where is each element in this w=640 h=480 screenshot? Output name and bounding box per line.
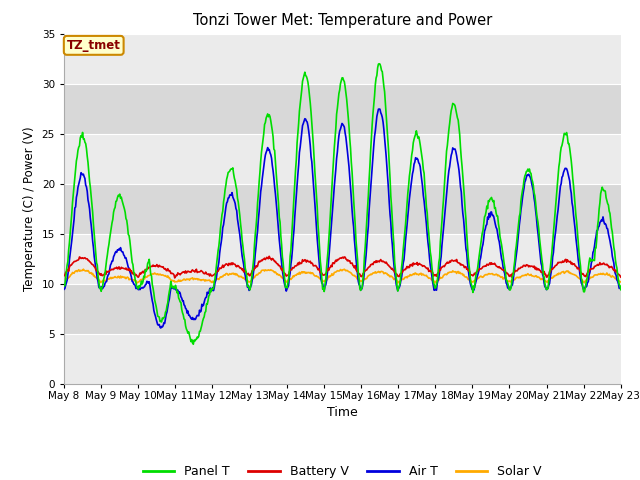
- Battery V: [127, 268, 135, 274]
- Air T: [375, 106, 383, 112]
- Y-axis label: Temperature (C) / Power (V): Temperature (C) / Power (V): [23, 127, 36, 291]
- Solar V: [428, 277, 436, 283]
- Solar V: [617, 279, 625, 285]
- Solar V: [60, 279, 68, 285]
- Panel T: [189, 341, 197, 347]
- Bar: [64, 334, 621, 384]
- Panel T: [412, 132, 419, 137]
- Line: Air T: Air T: [64, 109, 621, 328]
- Line: Panel T: Panel T: [64, 64, 621, 344]
- Line: Solar V: Solar V: [64, 269, 621, 283]
- Solar V: [128, 277, 136, 283]
- X-axis label: Time: Time: [327, 407, 358, 420]
- Battery V: [171, 275, 179, 281]
- Panel T: [375, 61, 383, 67]
- Panel T: [70, 184, 78, 190]
- Air T: [60, 287, 68, 292]
- Solar V: [79, 266, 87, 272]
- Bar: [64, 34, 621, 84]
- Legend: Panel T, Battery V, Air T, Solar V: Panel T, Battery V, Air T, Solar V: [138, 460, 547, 480]
- Panel T: [184, 330, 192, 336]
- Solar V: [412, 270, 419, 276]
- Panel T: [428, 264, 436, 269]
- Bar: [64, 134, 621, 184]
- Solar V: [133, 280, 141, 286]
- Air T: [617, 285, 625, 290]
- Battery V: [70, 259, 78, 264]
- Bar: [64, 184, 621, 234]
- Battery V: [60, 273, 68, 278]
- Solar V: [186, 277, 193, 283]
- Panel T: [617, 287, 625, 293]
- Battery V: [185, 269, 193, 275]
- Air T: [185, 312, 193, 318]
- Line: Battery V: Battery V: [64, 256, 621, 278]
- Battery V: [617, 274, 625, 280]
- Panel T: [214, 248, 222, 253]
- Battery V: [412, 261, 419, 267]
- Text: TZ_tmet: TZ_tmet: [67, 39, 121, 52]
- Solar V: [70, 270, 78, 276]
- Bar: [64, 234, 621, 284]
- Air T: [157, 325, 164, 331]
- Air T: [127, 274, 135, 280]
- Title: Tonzi Tower Met: Temperature and Power: Tonzi Tower Met: Temperature and Power: [193, 13, 492, 28]
- Bar: [64, 284, 621, 334]
- Solar V: [215, 276, 223, 282]
- Battery V: [266, 253, 273, 259]
- Panel T: [60, 283, 68, 289]
- Battery V: [214, 268, 222, 274]
- Air T: [70, 216, 78, 222]
- Air T: [428, 273, 436, 279]
- Battery V: [428, 270, 436, 276]
- Bar: [64, 84, 621, 134]
- Air T: [214, 264, 222, 269]
- Panel T: [127, 252, 135, 258]
- Air T: [412, 155, 419, 161]
